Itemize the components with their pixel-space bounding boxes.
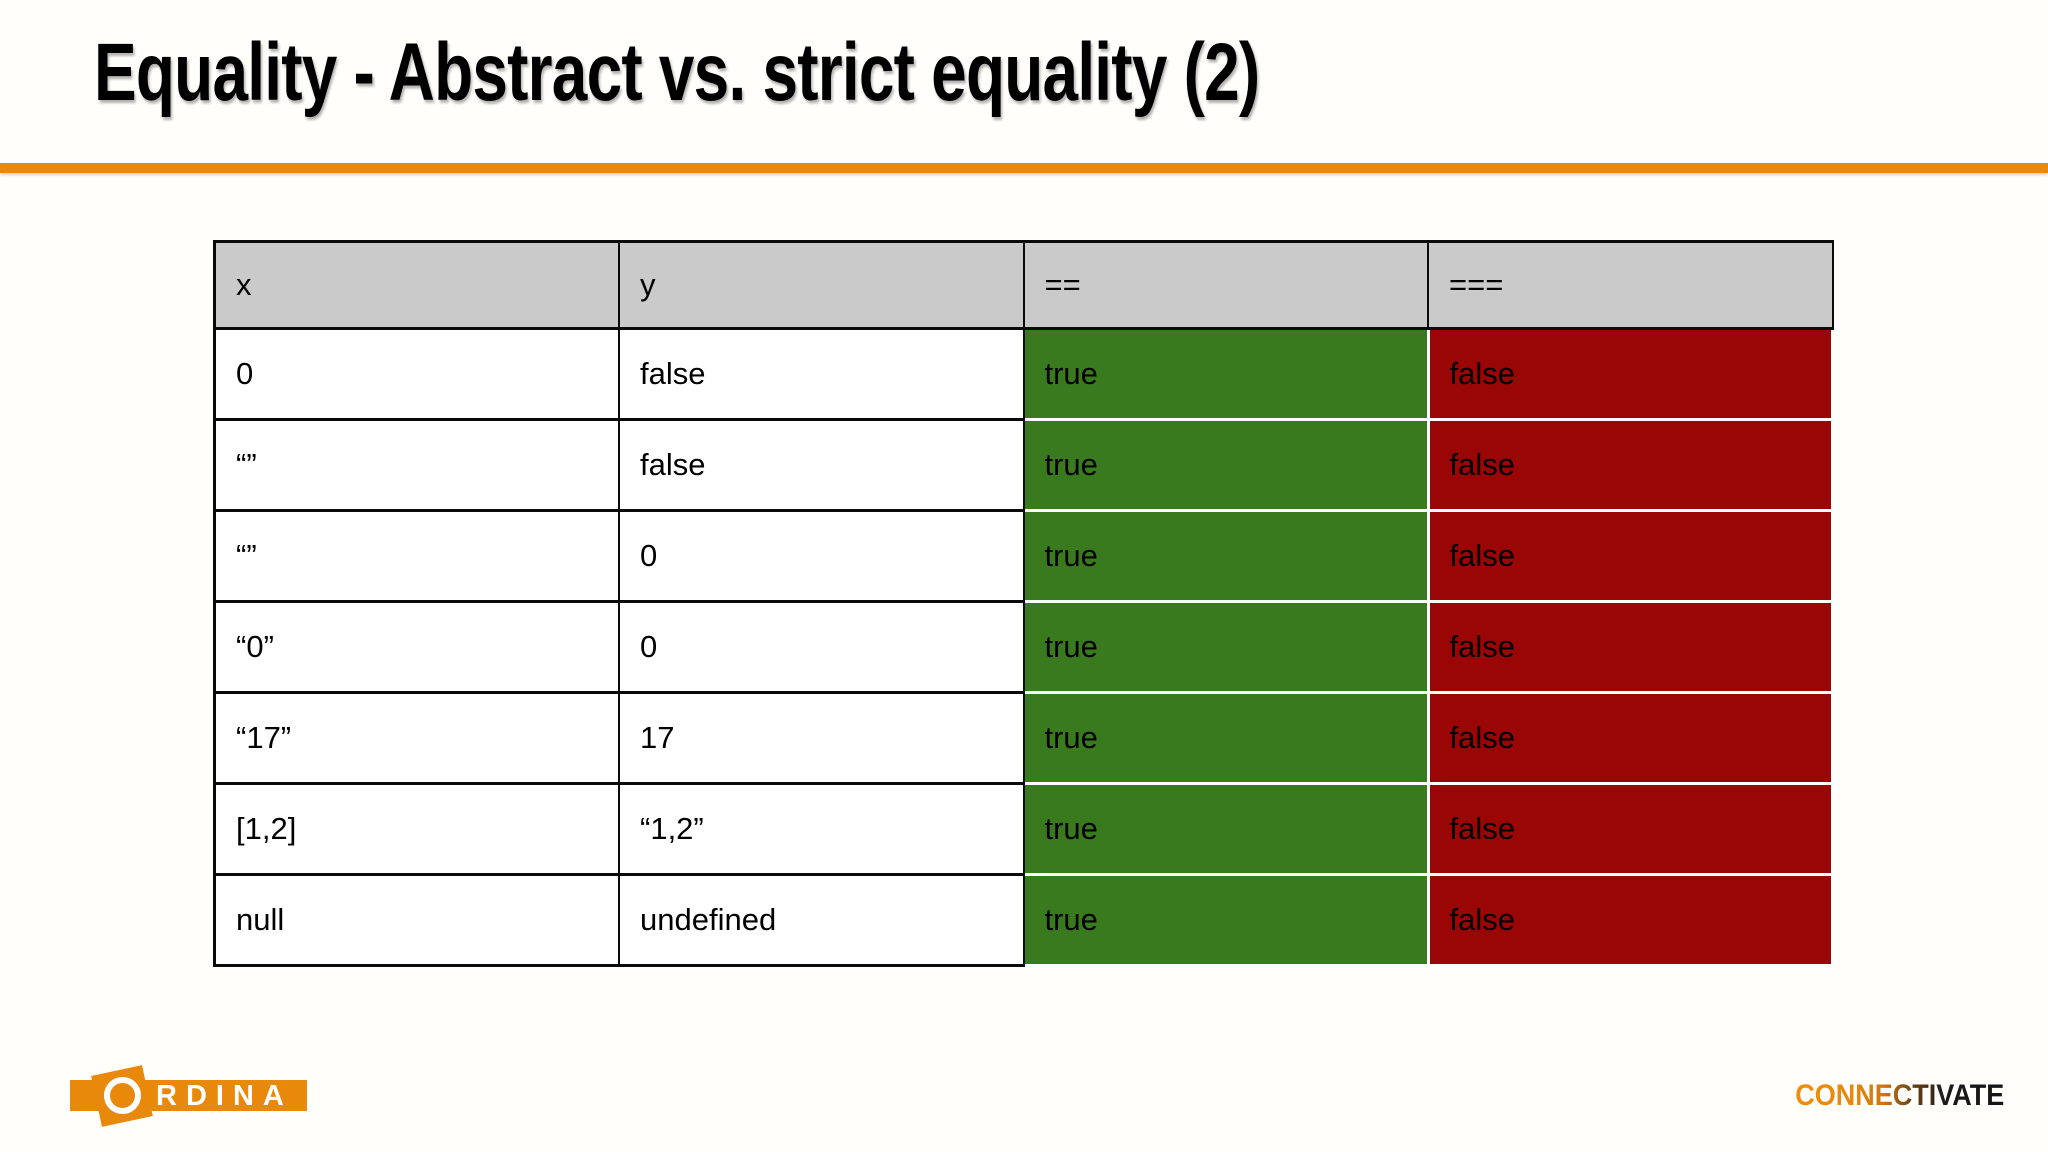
column-header-abstract-equality: == [1022,240,1429,330]
cell-abstract-result: true [1023,418,1430,512]
cell-y: false [618,418,1025,512]
table-row: “17” 17 true false [213,691,1834,785]
cell-abstract-result: true [1023,691,1430,785]
cell-x: 0 [213,327,620,421]
cell-abstract-result: true [1023,600,1430,694]
column-header-x: x [213,240,620,330]
ordina-logo-text: RDINA [156,1080,293,1112]
cell-x: “17” [213,691,620,785]
cell-y: “1,2” [618,782,1025,876]
cell-x: “” [213,509,620,603]
cell-x: [1,2] [213,782,620,876]
cell-strict-result: false [1426,600,1834,694]
table-row: “0” 0 true false [213,600,1834,694]
table-row: “” false true false [213,418,1834,512]
cell-strict-result: false [1426,873,1834,967]
cell-abstract-result: true [1023,327,1430,421]
cell-abstract-result: true [1023,509,1430,603]
accent-divider [0,163,2048,173]
cell-x: “” [213,418,620,512]
cell-strict-result: false [1426,691,1834,785]
ordina-logo-o-ring-icon [104,1077,141,1114]
cell-x: “0” [213,600,620,694]
cell-y: 17 [618,691,1025,785]
connectivate-logo: CONNECTIVATE [1794,1079,2004,1112]
table-row: null undefined true false [213,873,1834,967]
cell-abstract-result: true [1023,782,1430,876]
slide-title: Equality - Abstract vs. strict equality … [94,27,1260,118]
cell-y: undefined [618,873,1025,967]
ordina-logo: RDINA [70,1065,315,1128]
cell-strict-result: false [1426,327,1834,421]
cell-y: false [618,327,1025,421]
cell-abstract-result: true [1023,873,1430,967]
cell-x: null [213,873,620,967]
table-header-row: x y == === [213,240,1834,330]
column-header-strict-equality: === [1427,240,1834,330]
cell-y: 0 [618,509,1025,603]
table-row: [1,2] “1,2” true false [213,782,1834,876]
column-header-y: y [618,240,1025,330]
equality-table: x y == === 0 false true false “” false t… [213,240,1834,967]
table-row: “” 0 true false [213,509,1834,603]
cell-strict-result: false [1426,782,1834,876]
cell-strict-result: false [1426,418,1834,512]
cell-strict-result: false [1426,509,1834,603]
cell-y: 0 [618,600,1025,694]
table-row: 0 false true false [213,327,1834,421]
